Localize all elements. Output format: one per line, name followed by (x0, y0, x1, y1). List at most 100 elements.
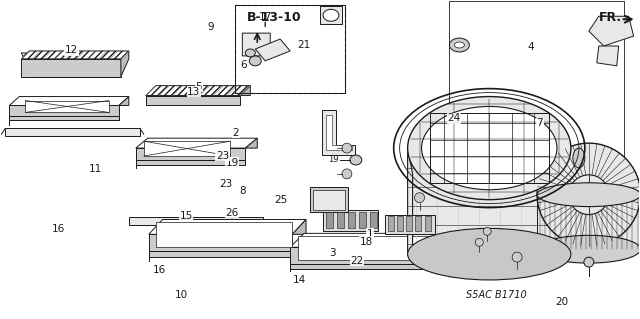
Text: 5: 5 (196, 82, 202, 92)
Ellipse shape (569, 175, 609, 214)
Text: 23: 23 (216, 151, 229, 161)
Polygon shape (292, 219, 306, 234)
Bar (449, 1, 623, 170)
Polygon shape (146, 96, 241, 106)
Polygon shape (241, 85, 250, 96)
Ellipse shape (512, 252, 522, 262)
Polygon shape (326, 115, 352, 150)
Polygon shape (245, 138, 257, 148)
Polygon shape (21, 59, 121, 77)
Polygon shape (148, 219, 306, 234)
Text: 15: 15 (180, 211, 193, 221)
Bar (313, 190, 345, 210)
Text: 1: 1 (366, 229, 373, 239)
Ellipse shape (415, 193, 424, 203)
Bar (326, 211, 333, 228)
Polygon shape (290, 247, 429, 264)
Polygon shape (26, 100, 109, 112)
Bar (370, 211, 377, 228)
Polygon shape (148, 251, 292, 257)
Polygon shape (136, 160, 245, 165)
Ellipse shape (250, 56, 261, 66)
Text: 9: 9 (207, 22, 214, 32)
Polygon shape (21, 51, 129, 59)
Polygon shape (589, 16, 634, 46)
Ellipse shape (408, 97, 571, 200)
Text: 14: 14 (293, 275, 306, 285)
Text: 3: 3 (330, 248, 336, 258)
Polygon shape (136, 138, 257, 148)
Polygon shape (10, 106, 119, 116)
Polygon shape (144, 141, 230, 156)
Polygon shape (121, 51, 129, 77)
Ellipse shape (408, 228, 571, 280)
Polygon shape (537, 195, 640, 249)
Text: 2: 2 (232, 128, 239, 137)
Ellipse shape (422, 107, 557, 190)
Ellipse shape (537, 143, 640, 246)
Bar (5, 128, 140, 136)
Text: 12: 12 (65, 45, 78, 56)
Bar (323, 210, 378, 231)
Polygon shape (290, 264, 429, 269)
Polygon shape (119, 97, 129, 106)
Text: 7: 7 (536, 118, 543, 128)
Ellipse shape (483, 227, 492, 235)
Ellipse shape (584, 257, 594, 267)
Text: 23: 23 (219, 179, 232, 189)
Polygon shape (21, 53, 119, 69)
Polygon shape (322, 110, 355, 155)
Text: 22: 22 (350, 256, 364, 266)
Ellipse shape (454, 42, 465, 48)
Text: 19: 19 (328, 155, 338, 165)
Bar (348, 211, 355, 228)
Bar (236, 5, 345, 93)
Polygon shape (290, 234, 444, 247)
Text: 25: 25 (274, 195, 287, 205)
Text: 4: 4 (527, 42, 534, 52)
Polygon shape (596, 46, 619, 66)
Polygon shape (29, 69, 119, 77)
Text: 21: 21 (298, 40, 310, 50)
Bar (359, 211, 366, 228)
Text: 10: 10 (175, 291, 188, 300)
Text: FR.: FR. (599, 11, 622, 24)
Polygon shape (10, 116, 119, 120)
Text: 16: 16 (52, 224, 65, 234)
Bar (406, 217, 412, 231)
Polygon shape (298, 236, 429, 260)
Bar (385, 214, 435, 234)
Bar (415, 217, 421, 231)
Polygon shape (146, 85, 250, 96)
Text: 24: 24 (447, 113, 460, 123)
Bar (236, 5, 345, 93)
Polygon shape (148, 234, 292, 251)
Polygon shape (408, 148, 571, 254)
Polygon shape (255, 39, 290, 61)
Text: S5AC B1710: S5AC B1710 (466, 290, 527, 300)
Text: 8: 8 (239, 186, 246, 196)
Bar (310, 187, 348, 211)
Ellipse shape (537, 183, 640, 207)
Text: 13: 13 (188, 86, 200, 97)
Ellipse shape (245, 49, 255, 57)
Text: 17: 17 (259, 11, 273, 22)
Text: 19: 19 (225, 158, 239, 168)
Bar (388, 217, 394, 231)
Bar (320, 6, 342, 24)
Ellipse shape (573, 148, 585, 168)
Bar (129, 218, 263, 226)
Ellipse shape (342, 143, 352, 153)
Polygon shape (10, 97, 129, 106)
Ellipse shape (342, 169, 352, 179)
Bar (337, 211, 344, 228)
Ellipse shape (323, 9, 339, 21)
Text: 20: 20 (556, 297, 569, 307)
Text: 26: 26 (225, 208, 239, 218)
Polygon shape (243, 33, 270, 56)
Text: 16: 16 (153, 265, 166, 275)
Text: 11: 11 (89, 164, 102, 174)
Ellipse shape (350, 155, 362, 165)
Bar (397, 217, 403, 231)
Polygon shape (566, 148, 571, 254)
